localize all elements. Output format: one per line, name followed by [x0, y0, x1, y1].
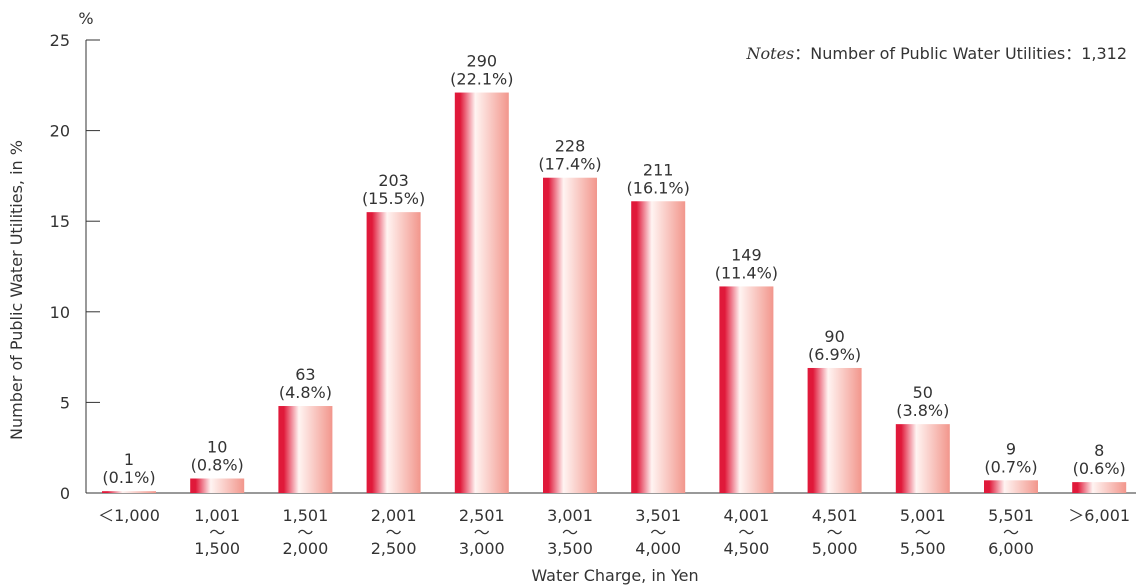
bar-percent-label: (15.5%): [362, 189, 425, 208]
y-tick-label: 15: [50, 212, 70, 231]
x-tick-tilde: ～: [827, 523, 843, 542]
bar-count-label: 290: [467, 52, 498, 71]
x-tick-label: 5,001: [900, 506, 946, 525]
bar: [1072, 482, 1127, 493]
bar: [895, 424, 950, 493]
y-tick-label: 0: [60, 484, 70, 503]
notes-label: Notes: [746, 44, 795, 63]
x-tick-label: 2,001: [371, 506, 417, 525]
y-tick-label: 25: [50, 31, 70, 50]
y-unit-label: %: [78, 9, 93, 28]
x-tick-label-end: 6,000: [988, 539, 1034, 558]
bar-count-label: 63: [295, 365, 315, 384]
bar-percent-label: (22.1%): [450, 70, 513, 89]
x-tick-tilde: ～: [474, 523, 490, 542]
bar-count-label: 50: [913, 383, 933, 402]
bar-count-label: 149: [731, 245, 762, 264]
x-tick-label: 1,501: [282, 506, 328, 525]
bar: [631, 201, 686, 493]
bar: [807, 367, 862, 493]
y-tick-label: 5: [60, 393, 70, 412]
x-tick-label-end: 4,000: [635, 539, 681, 558]
bar: [454, 92, 509, 493]
x-tick-label-end: 3,500: [547, 539, 593, 558]
x-tick-label: 1,001: [194, 506, 240, 525]
y-axis-title: Number of Public Water Utilities, in %: [7, 140, 26, 440]
x-tick-tilde: ～: [738, 523, 754, 542]
x-tick-label: 3,001: [547, 506, 593, 525]
x-tick-label-end: 3,000: [459, 539, 505, 558]
x-tick-label-end: 5,000: [812, 539, 858, 558]
x-tick-label: 4,001: [723, 506, 769, 525]
bar-count-label: 1: [124, 450, 134, 469]
x-tick-label: ＜1,000: [98, 506, 160, 525]
x-tick-label: 4,501: [812, 506, 858, 525]
x-tick-label-end: 1,500: [194, 539, 240, 558]
x-tick-tilde: ～: [562, 523, 578, 542]
bar-percent-label: (17.4%): [538, 155, 601, 174]
x-tick-tilde: ～: [297, 523, 313, 542]
x-tick-label: 2,501: [459, 506, 505, 525]
x-tick-label: 5,501: [988, 506, 1034, 525]
notes-text: Number of Public Water Utilities：1,312: [810, 44, 1127, 63]
notes-annotation: Notes：Number of Public Water Utilities：1…: [746, 44, 1127, 63]
y-tick-label: 20: [50, 122, 70, 141]
bar-count-label: 9: [1006, 439, 1016, 458]
bar: [366, 212, 421, 493]
x-tick-tilde: ～: [650, 523, 666, 542]
notes-separator: ：: [794, 44, 810, 63]
x-tick-tilde: ～: [209, 523, 225, 542]
bar-percent-label: (11.4%): [715, 263, 778, 282]
bar-percent-label: (6.9%): [808, 345, 861, 364]
x-tick-label-end: 5,500: [900, 539, 946, 558]
plot-area: 0510152025(0.1%)1＜1,000(0.8%)101,001～1,5…: [50, 31, 1136, 558]
x-tick-label-end: 2,500: [371, 539, 417, 558]
bar: [984, 480, 1038, 493]
x-tick-tilde: ～: [386, 523, 402, 542]
x-tick-tilde: ～: [915, 523, 931, 542]
bar-percent-label: (0.6%): [1073, 459, 1126, 478]
x-axis-title: Water Charge, in Yen: [531, 566, 698, 585]
bar-count-label: 211: [643, 160, 674, 179]
bar: [278, 406, 333, 493]
bar-count-label: 90: [824, 327, 844, 346]
bar-percent-label: (16.1%): [627, 178, 690, 197]
x-tick-label-end: 2,000: [282, 539, 328, 558]
bar: [102, 491, 156, 493]
bar-percent-label: (4.8%): [279, 383, 332, 402]
bar: [719, 286, 774, 493]
bar-count-label: 228: [555, 137, 586, 156]
x-tick-label-end: 4,500: [723, 539, 769, 558]
bar-count-label: 8: [1094, 441, 1104, 460]
bar-percent-label: (0.7%): [984, 457, 1037, 476]
bar-percent-label: (0.8%): [191, 456, 244, 475]
x-tick-label: ＞6,001: [1068, 506, 1130, 525]
bar-percent-label: (3.8%): [896, 401, 949, 420]
bar: [543, 177, 597, 493]
bar-count-label: 203: [378, 171, 409, 190]
x-tick-label: 3,501: [635, 506, 681, 525]
y-tick-label: 10: [50, 303, 70, 322]
x-tick-tilde: ～: [1003, 523, 1019, 542]
bar-percent-label: (0.1%): [102, 468, 155, 487]
bar: [190, 478, 245, 493]
bar-count-label: 10: [207, 438, 227, 457]
